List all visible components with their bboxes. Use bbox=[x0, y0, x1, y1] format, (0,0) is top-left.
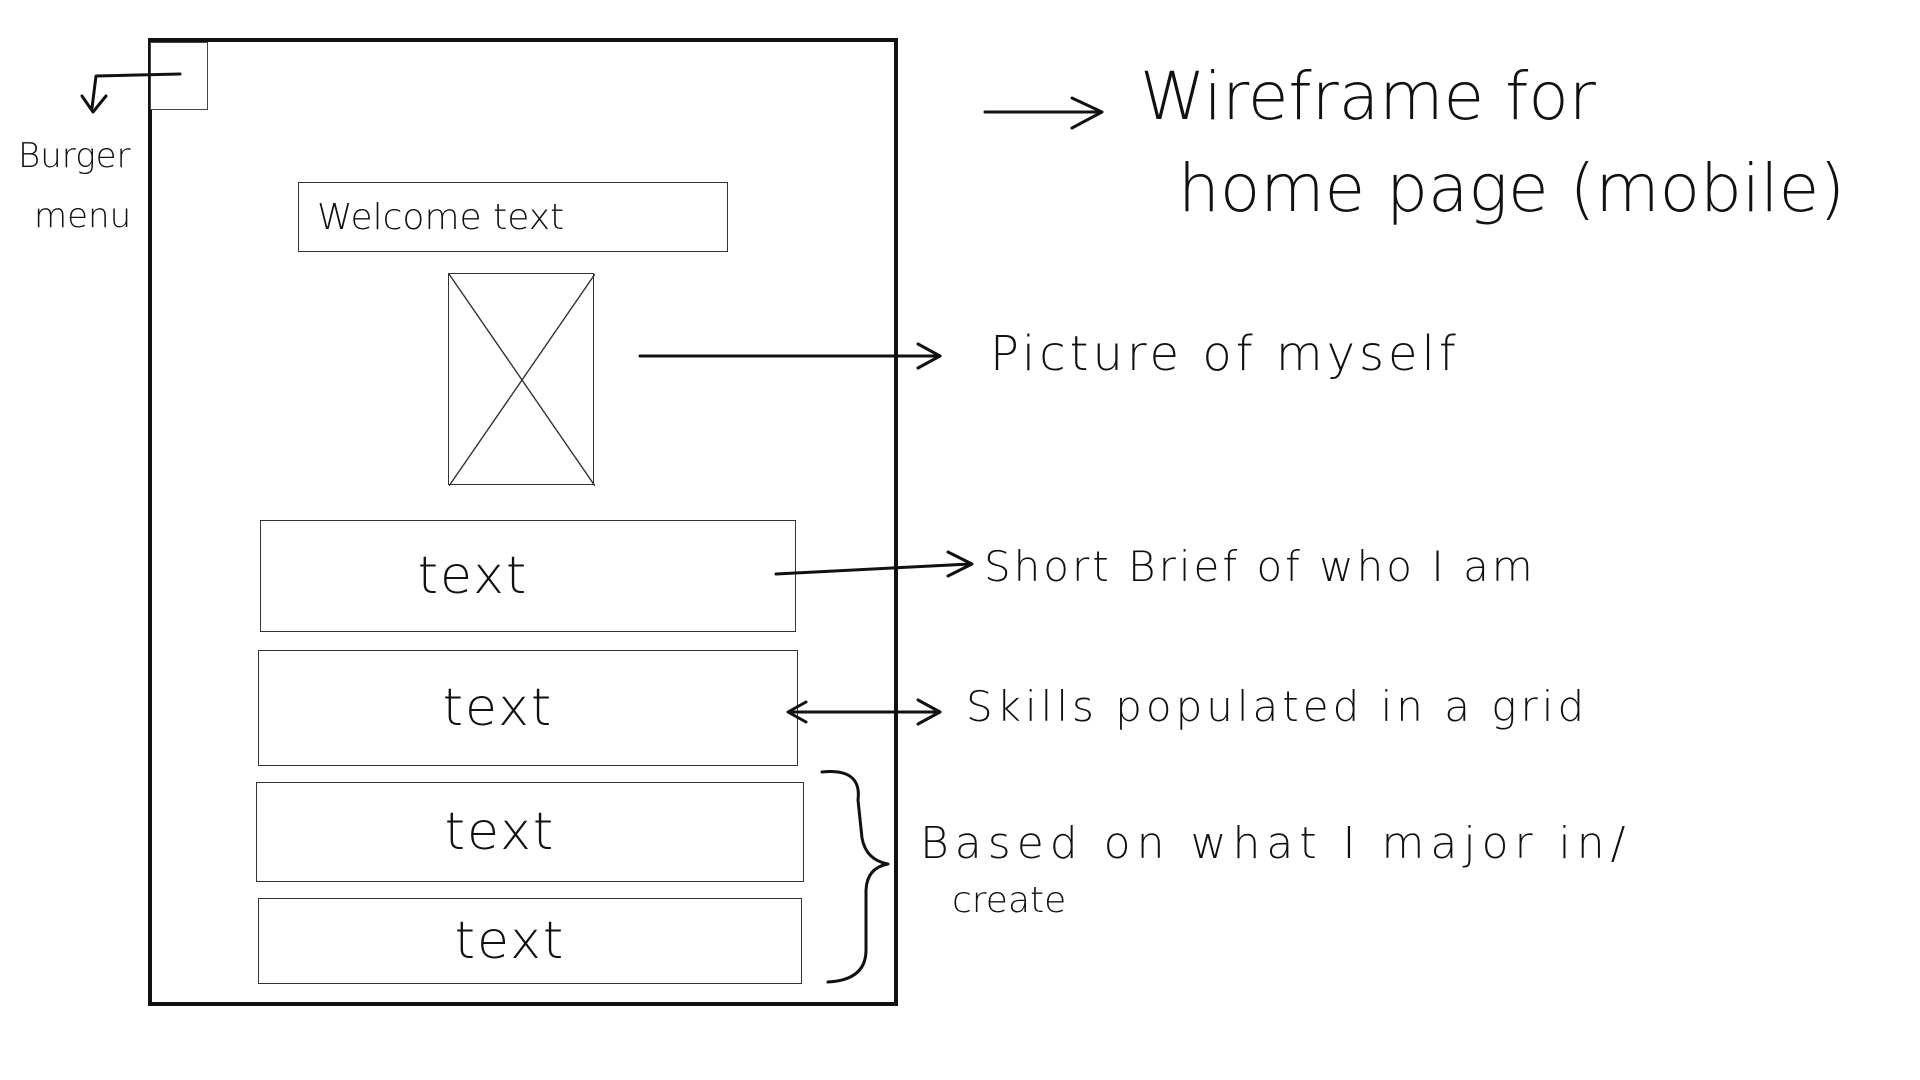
burger-label-line-2: menu bbox=[34, 196, 132, 236]
text-box-label: text bbox=[417, 546, 529, 606]
major-text-box-1: text bbox=[256, 782, 804, 882]
text-box-label: text bbox=[444, 802, 556, 862]
brief-arrow-head bbox=[946, 550, 974, 578]
image-placeholder-icon bbox=[448, 273, 596, 487]
burger-label-line-1: Burger bbox=[18, 136, 131, 176]
picture-placeholder bbox=[448, 273, 596, 487]
major-annotation-line-1: Based on what I major in/ bbox=[920, 818, 1632, 869]
major-annotation-line-2: create bbox=[952, 880, 1067, 921]
title-line-2: home page (mobile) bbox=[1178, 150, 1845, 227]
text-box-label: text bbox=[442, 678, 554, 738]
major-text-box-2: text bbox=[258, 898, 802, 984]
brief-annotation: Short Brief of who I am bbox=[984, 542, 1536, 591]
skills-text-box: text bbox=[258, 650, 798, 766]
welcome-text-label: Welcome text bbox=[317, 197, 565, 238]
title-arrow-head bbox=[1070, 96, 1104, 130]
picture-annotation: Picture of myself bbox=[990, 326, 1460, 382]
phone-frame bbox=[148, 38, 898, 1006]
skills-arrow-head bbox=[916, 698, 942, 726]
text-box-label: text bbox=[454, 911, 566, 971]
burger-arrow-head bbox=[80, 94, 108, 114]
skills-annotation: Skills populated in a grid bbox=[966, 682, 1589, 731]
welcome-text-box: Welcome text bbox=[298, 182, 728, 252]
brief-text-box: text bbox=[260, 520, 796, 632]
burger-menu-box bbox=[150, 42, 208, 110]
picture-arrow-head bbox=[916, 342, 942, 370]
title-line-1: Wireframe for bbox=[1140, 58, 1596, 135]
